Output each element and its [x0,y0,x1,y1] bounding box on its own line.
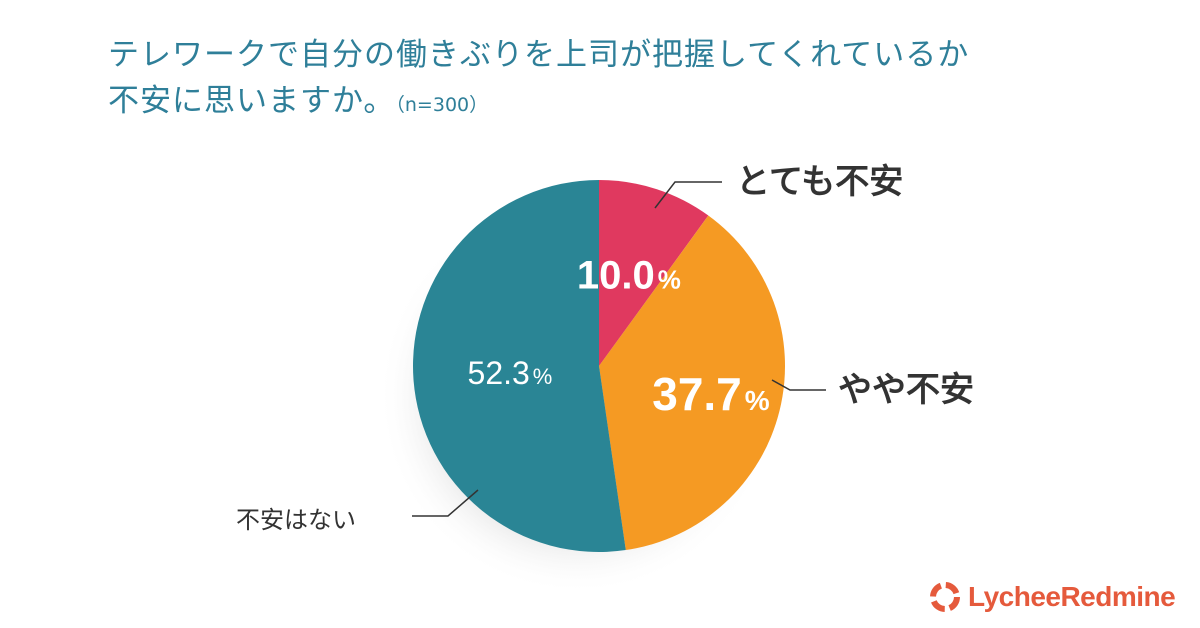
title-line-2-text: 不安に思いますか。 [108,83,396,119]
chart-title: テレワークで自分の働きぶりを上司が把握してくれているか 不安に思いますか。（n=… [108,32,969,128]
pie-slice [599,180,709,366]
leader-line [412,489,479,517]
title-line-1: テレワークで自分の働きぶりを上司が把握してくれているか [108,37,970,73]
slice-category-label: とても不安 [736,162,903,202]
logo-text: LycheeRedmine [968,581,1176,612]
title-line-2: 不安に思いますか。（n=300） [108,78,969,128]
slice-category-label: やや不安 [838,370,974,410]
lychee-ring-icon [930,582,960,612]
brand-logo: LycheeRedmine [928,580,1176,614]
slice-category-label: 不安はない [236,506,356,534]
leader-line [654,181,722,209]
percent-unit: % [533,364,553,389]
pie-slice [599,215,785,551]
percent-unit: % [745,385,770,416]
sample-size-note: （n=300） [395,94,489,116]
percent-unit: % [658,264,681,294]
pie-slice [413,180,626,552]
leader-line [771,379,826,391]
